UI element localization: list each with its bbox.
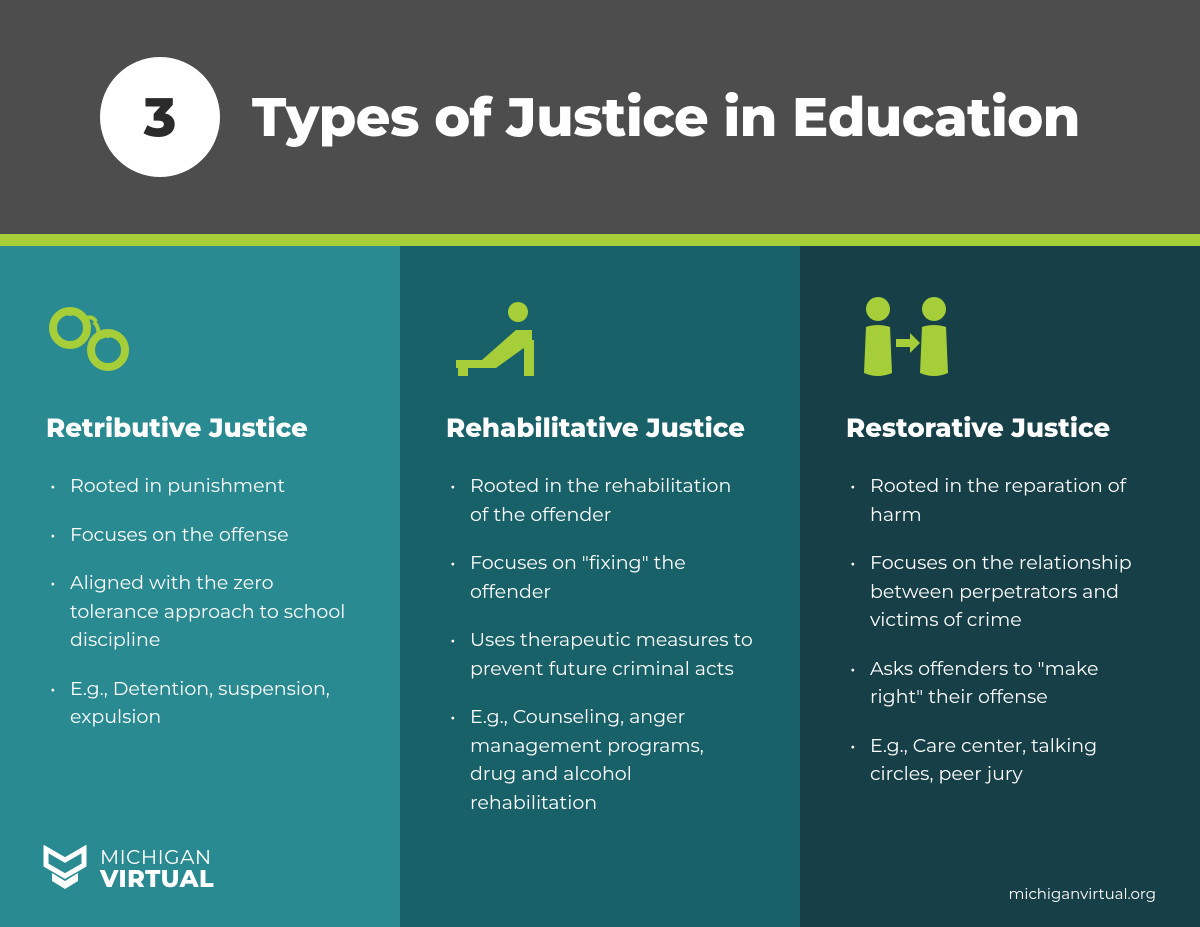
column-2: Rehabilitative Justice Rooted in the reha…	[400, 246, 800, 927]
footer-url: michiganvirtual.org	[1009, 884, 1157, 903]
bullet-item: Rooted in the rehabilitation of the offe…	[446, 472, 754, 529]
infographic-page: 3 Types of Justice in Education Retribut…	[0, 0, 1200, 927]
bullet-item: Focuses on the offense	[46, 521, 354, 550]
column-3: Restorative Justice Rooted in the reparat…	[800, 246, 1200, 927]
bullet-item: Focuses on "fixing" the offender	[446, 549, 754, 606]
column-title: Rehabilitative Justice	[446, 412, 754, 444]
bullet-item: E.g., Counseling, anger management progr…	[446, 703, 754, 817]
brand-logo: MICHIGAN VIRTUAL	[42, 845, 214, 895]
handcuffs-icon	[46, 288, 354, 388]
therapy-icon	[446, 288, 754, 388]
bullet-item: Aligned with the zero tolerance approach…	[46, 569, 354, 655]
bullet-item: Asks offenders to "make right" their off…	[846, 655, 1154, 712]
bullet-item: Rooted in the reparation of harm	[846, 472, 1154, 529]
accent-divider	[0, 234, 1200, 246]
header-title: Types of Justice in Education	[252, 84, 1080, 150]
column-title: Restorative Justice	[846, 412, 1154, 444]
header: 3 Types of Justice in Education	[0, 0, 1200, 234]
header-number-circle: 3	[100, 57, 220, 177]
bullet-list: Rooted in the rehabilitation of the offe…	[446, 472, 754, 817]
columns-container: Retributive Justice Rooted in punishment F…	[0, 246, 1200, 927]
column-title: Retributive Justice	[46, 412, 354, 444]
bullet-item: E.g., Care center, talking circles, peer…	[846, 732, 1154, 789]
people-icon	[846, 288, 1154, 388]
logo-line-2: VIRTUAL	[100, 868, 214, 892]
bullet-list: Rooted in punishment Focuses on the offen…	[46, 472, 354, 732]
bullet-item: Rooted in punishment	[46, 472, 354, 501]
bullet-item: Uses therapeutic measures to prevent fut…	[446, 626, 754, 683]
bullet-item: Focuses on the relationship between perp…	[846, 549, 1154, 635]
logo-icon	[42, 845, 88, 895]
header-number: 3	[144, 84, 177, 150]
bullet-item: E.g., Detention, suspension, expulsion	[46, 675, 354, 732]
bullet-list: Rooted in the reparation of harm Focuses …	[846, 472, 1154, 789]
logo-text: MICHIGAN VIRTUAL	[100, 848, 214, 892]
column-1: Retributive Justice Rooted in punishment F…	[0, 246, 400, 927]
